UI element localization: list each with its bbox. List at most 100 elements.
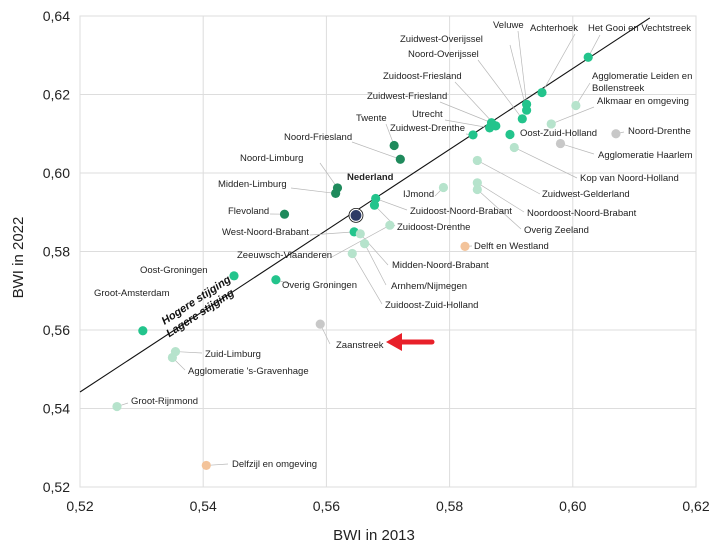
point-label: IJmond <box>403 189 434 200</box>
point-label: Zuidoost-Noord-Brabant <box>410 206 512 217</box>
point-zaanstreek <box>315 319 325 329</box>
y-tick-label: 0,64 <box>43 8 70 24</box>
leader-line <box>360 233 389 266</box>
point-kop-van-noord-holland <box>509 142 519 153</box>
y-axis-title: BWI in 2022 <box>10 217 27 299</box>
point-het-gooi-en-vechtstreek <box>583 52 593 62</box>
leader-line <box>444 119 490 129</box>
point-label: West-Noord-Brabant <box>222 227 309 238</box>
point-label: Zuidwest-Friesland <box>367 91 447 102</box>
point-groot-rijnmond <box>112 401 122 412</box>
red-arrow-annotation <box>386 333 435 351</box>
point-noord-overijssel <box>517 114 527 124</box>
data-points <box>112 52 621 471</box>
point-label: Groot-Amsterdam <box>94 288 170 299</box>
point-twente <box>389 140 399 151</box>
point-label: Noord-Drenthe <box>628 126 691 137</box>
axes: 0,52 0,54 0,56 0,58 0,60 0,62 0,52 0,54 0,56 0,58… <box>10 8 710 544</box>
leader-line <box>375 198 408 211</box>
point-agglomeratie-s-gravenhage <box>167 352 177 363</box>
point-label: Noord-Limburg <box>240 153 303 164</box>
point-ijmond <box>438 182 449 193</box>
y-tick-label: 0,62 <box>43 87 70 103</box>
gridlines <box>79 15 697 488</box>
point-label: Overig Zeeland <box>524 225 589 236</box>
point-label: Zeeuwsch-Vlaanderen <box>237 250 332 261</box>
point-label: Nederland <box>347 172 394 183</box>
point-zuidwest-drenthe <box>468 130 478 140</box>
leader-line <box>454 81 497 127</box>
label-leader-lines <box>116 30 625 466</box>
x-tick-label: 0,58 <box>436 498 463 514</box>
point-zuidoost-drenthe <box>369 200 380 210</box>
point-agglomeratie-haarlem <box>555 138 566 149</box>
point-zeeuwsch-vlaanderen <box>385 220 395 230</box>
x-tick-label: 0,62 <box>682 498 709 514</box>
point-achterhoek <box>537 87 547 98</box>
point-nederland <box>349 208 363 222</box>
point-label: Zuidoost-Zuid-Holland <box>385 300 478 311</box>
point-alkmaar-en-omgeving <box>546 119 556 129</box>
point-label: Kop van Noord-Holland <box>580 173 679 184</box>
trend-line <box>79 17 651 393</box>
point-midden-noord-brabant <box>355 229 365 239</box>
point-nederland-outline <box>348 207 364 223</box>
point-label: Flevoland <box>228 206 269 217</box>
y-tick-label: 0,52 <box>43 479 70 495</box>
leader-line <box>351 141 401 160</box>
point-midden-limburg <box>331 188 341 199</box>
point-oost-groningen <box>229 271 239 281</box>
point-label: Zuidoost-Friesland <box>383 71 462 82</box>
point-labels: Het Gooi en Vechtstreek Achterhoek Veluwe Z… <box>94 20 693 470</box>
point-agglomeratie-leiden-en-bollenstreek <box>571 100 581 111</box>
point-arnhem-nijmegen <box>359 239 370 249</box>
leader-line <box>364 243 387 286</box>
y-tick-label: 0,56 <box>43 322 70 338</box>
y-tick-label: 0,58 <box>43 244 70 260</box>
leader-line <box>477 59 523 120</box>
point-utrecht <box>485 123 495 133</box>
point-noord-drenthe <box>611 129 621 139</box>
point-label: Delft en Westland <box>474 241 549 252</box>
point-zuidwest-overijssel <box>522 105 532 115</box>
point-label: Midden-Noord-Brabant <box>392 260 489 271</box>
point-overig-groningen <box>271 275 281 285</box>
leader-line <box>541 33 576 93</box>
point-label-line: Bollenstreek <box>592 83 645 94</box>
point-zuidoost-zuid-holland <box>347 248 357 259</box>
leader-line <box>560 143 595 155</box>
point-label: Zuidwest-Drenthe <box>390 123 465 134</box>
point-label: Zuidwest-Overijssel <box>400 34 483 45</box>
x-tick-label: 0,60 <box>559 498 586 514</box>
point-label: Twente <box>356 113 387 124</box>
point-label: Arnhem/Nijmegen <box>391 281 467 292</box>
point-label: Zuidwest-Gelderland <box>542 189 630 200</box>
point-noordoost-noord-brabant <box>472 178 482 188</box>
point-label: Agglomeratie 's-Gravenhage <box>188 366 309 377</box>
point-label: Het Gooi en Vechtstreek <box>588 23 691 34</box>
point-label: Noordoost-Noord-Brabant <box>527 208 637 219</box>
leader-line <box>309 231 355 236</box>
leader-line <box>477 182 525 213</box>
leader-line <box>477 189 522 230</box>
leader-line <box>514 147 578 179</box>
x-axis-title: BWI in 2013 <box>333 527 415 544</box>
point-label: Noord-Overijssel <box>408 49 479 60</box>
point-label: Zuidoost-Drenthe <box>397 222 470 233</box>
point-label: Agglomeratie Haarlem <box>598 150 693 161</box>
leader-line <box>319 162 338 189</box>
x-tick-label: 0,52 <box>66 498 93 514</box>
point-delft-en-westland <box>460 241 470 251</box>
leader-line <box>290 187 336 194</box>
point-overig-zeeland <box>472 184 482 195</box>
point-label: Agglomeratie Leiden en Bollenstreek <box>592 71 692 94</box>
leader-line <box>329 224 391 259</box>
point-label: Zuid-Limburg <box>205 349 261 360</box>
point-oost-zuid-holland <box>505 129 515 140</box>
leader-line <box>477 160 541 195</box>
leader-line <box>439 101 492 124</box>
point-label-line: Agglomeratie Leiden en <box>592 71 692 82</box>
plot-frame <box>79 15 697 488</box>
